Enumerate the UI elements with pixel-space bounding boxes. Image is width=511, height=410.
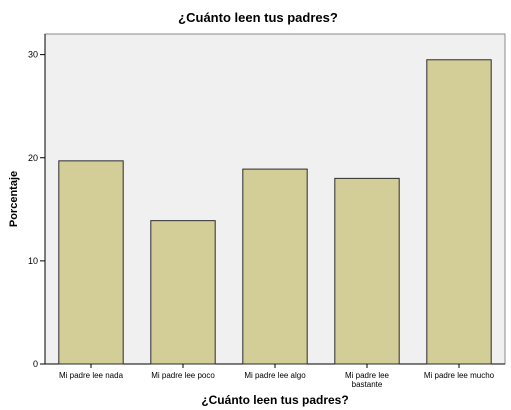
bar bbox=[58, 160, 124, 365]
x-tick-labels: Mi padre lee nada Mi padre lee poco Mi pad… bbox=[59, 364, 495, 389]
y-tick-label: 30 bbox=[28, 50, 38, 60]
bar bbox=[242, 168, 308, 365]
x-tick-label: Mi padre lee nada bbox=[59, 371, 124, 380]
x-tick-label: Mi padre lee mucho bbox=[424, 371, 495, 380]
y-tick-label: 20 bbox=[28, 153, 38, 163]
y-tick-label: 0 bbox=[33, 359, 38, 369]
chart-title: ¿Cuánto leen tus padres? bbox=[178, 10, 338, 25]
y-axis-label: Porcentaje bbox=[8, 171, 20, 227]
x-tick-label: Mi padre lee bbox=[345, 371, 390, 380]
x-tick-label: bastante bbox=[352, 380, 383, 389]
y-tick-label: 10 bbox=[28, 256, 38, 266]
bar bbox=[150, 220, 216, 365]
x-axis-label: ¿Cuánto leen tus padres? bbox=[201, 393, 348, 407]
bars bbox=[58, 59, 492, 365]
bar bbox=[426, 59, 492, 365]
y-ticks: 0 10 20 30 bbox=[28, 50, 45, 369]
x-tick-label: Mi padre lee algo bbox=[244, 371, 306, 380]
x-tick-label: Mi padre lee poco bbox=[151, 371, 215, 380]
bar bbox=[334, 177, 400, 365]
